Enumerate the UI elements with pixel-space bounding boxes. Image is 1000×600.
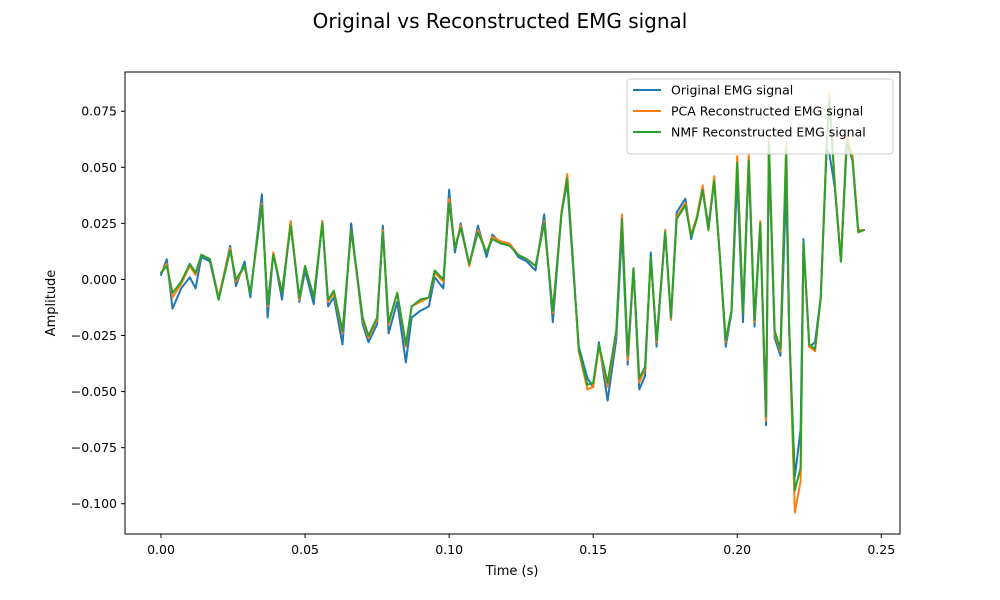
y-axis: −0.100 −0.075 −0.050 −0.025 0.000 0.025 0.050 0… <box>71 104 125 511</box>
y-tick-label: 0.025 <box>81 216 117 231</box>
legend-label-1: Original EMG signal <box>671 83 793 98</box>
x-tick-label: 0.15 <box>579 542 607 557</box>
x-axis: 0.00 0.05 0.10 0.15 0.20 0.25 <box>147 534 895 557</box>
legend-box <box>626 78 894 155</box>
series-lines <box>160 92 865 514</box>
y-tick-label: 0.000 <box>81 272 117 287</box>
series-line-3 <box>160 99 865 492</box>
x-tick-label: 0.10 <box>435 542 463 557</box>
x-tick-label: 0.00 <box>147 542 175 557</box>
axes-frame <box>124 71 901 535</box>
y-tick-label: 0.050 <box>81 160 117 175</box>
y-tick-label: −0.025 <box>71 328 117 343</box>
legend: Original EMG signal PCA Reconstructed EMG… <box>626 78 894 155</box>
x-axis-label: Time (s) <box>485 564 539 579</box>
y-tick-label: 0.075 <box>81 104 117 119</box>
x-tick-label: 0.05 <box>291 542 319 557</box>
chart-title: Original vs Reconstructed EMG signal <box>313 9 688 33</box>
y-tick-label: −0.075 <box>71 440 117 455</box>
legend-label-2: PCA Reconstructed EMG signal <box>671 104 863 119</box>
y-tick-label: −0.100 <box>71 496 117 511</box>
y-tick-label: −0.050 <box>71 384 117 399</box>
y-axis-label: Amplitude <box>44 270 59 337</box>
x-tick-label: 0.25 <box>867 542 895 557</box>
legend-label-3: NMF Reconstructed EMG signal <box>671 125 866 140</box>
x-tick-label: 0.20 <box>723 542 751 557</box>
